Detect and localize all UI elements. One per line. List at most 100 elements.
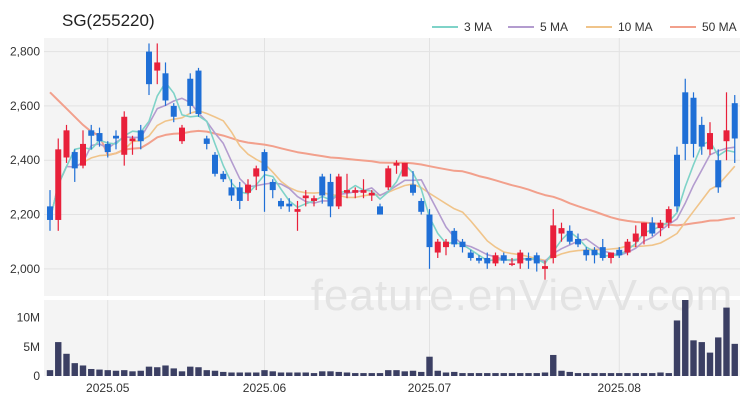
candle-body [558,228,565,234]
volume-bar [187,366,194,376]
candle-body [599,247,606,258]
candle-body [657,222,664,229]
volume-bar [277,372,285,376]
candle-body [476,257,482,261]
candle-body [113,135,119,139]
volume-bar [657,372,664,376]
volume-bar [137,370,144,376]
candle-body [418,200,425,212]
volume-bar [508,373,516,376]
volume-bar [46,370,54,376]
candle-body [129,138,136,142]
volume-bar [649,373,656,376]
volume-bar [55,342,62,376]
candle-body [121,116,128,155]
volume-bar [607,373,615,376]
price-axis: 2,800 2,600 2,400 2,200 2,000 [10,45,40,276]
volume-bar [698,342,705,376]
volume-bar [88,368,95,376]
candle-body [137,130,144,142]
volume-bar [269,371,276,376]
candle-body [533,255,540,264]
volume-bar [690,340,697,376]
volume-bar [63,353,70,376]
volume-tick-label: 10M [17,311,40,325]
volume-bar [360,373,367,376]
volume-bar [706,352,714,376]
candle-body [344,190,350,193]
candle-body [162,73,169,101]
candle-body [550,225,557,258]
volume-bar [682,300,689,376]
date-tick-label: 2025.08 [598,381,642,395]
candle-body [401,162,408,177]
volume-panel-bg [44,300,740,376]
candle-body [253,168,260,177]
volume-bars [46,300,738,376]
candle-body [632,233,639,242]
candle-body [459,241,466,248]
candle-body [360,190,367,193]
volume-bar [335,371,342,376]
watermark: feature.enVievV.com [311,271,734,320]
volume-bar [170,368,177,376]
volume-bar [261,370,268,376]
volume-bar [484,373,491,376]
volume-bar [442,372,450,376]
volume-bar [203,370,210,376]
candle-body [302,195,309,199]
candle-body [286,203,293,207]
price-tick-label: 2,600 [10,99,40,113]
volume-bar [129,371,136,376]
candle-body [500,255,507,261]
volume-bar [195,367,202,376]
price-tick-label: 2,200 [10,208,40,222]
volume-bar [451,371,458,376]
candle-body [278,200,284,207]
volume-bar [121,370,128,376]
volume-bar [632,373,639,376]
volume-bar [104,370,111,376]
volume-bar [731,343,738,376]
legend-label: 10 MA [618,20,653,34]
volume-bar [385,370,392,376]
candle-body [649,222,656,234]
candle-body [352,190,359,193]
date-tick-label: 2025.07 [408,381,452,395]
candle-body [426,214,433,248]
price-tick-label: 2,800 [10,45,40,59]
candle-body [525,257,532,261]
candle-body [294,209,301,212]
candle-body [484,257,491,264]
volume-bar [624,373,631,376]
volume-bar [467,373,474,376]
volume-bar [178,371,186,376]
ma-50-line [49,91,735,227]
candle-body [179,127,185,142]
volume-bar [583,373,590,376]
candle-body [566,230,573,242]
legend: 3 MA 5 MA 10 MA 50 MA [432,20,737,34]
volume-bar [286,372,293,376]
candle-body [146,51,152,85]
candle-body [665,209,672,223]
volume-bar [459,373,466,376]
candle-body [731,103,738,139]
date-tick-label: 2025.05 [86,381,130,395]
volume-bar [211,370,219,376]
volume-bar [558,370,565,376]
candle-body [583,249,590,256]
volume-bar [154,367,161,376]
candle-body [575,238,581,245]
volume-bar [253,372,260,376]
volume-bar [715,337,722,376]
volume-bar [244,372,252,376]
candle-body [517,252,524,264]
volume-bar [302,372,309,376]
volume-tick-label: 5M [23,340,40,354]
volume-bar [665,373,672,376]
price-tick-label: 2,000 [10,262,40,276]
candle-body [63,130,70,158]
volume-tick-label: 0 [33,369,40,383]
